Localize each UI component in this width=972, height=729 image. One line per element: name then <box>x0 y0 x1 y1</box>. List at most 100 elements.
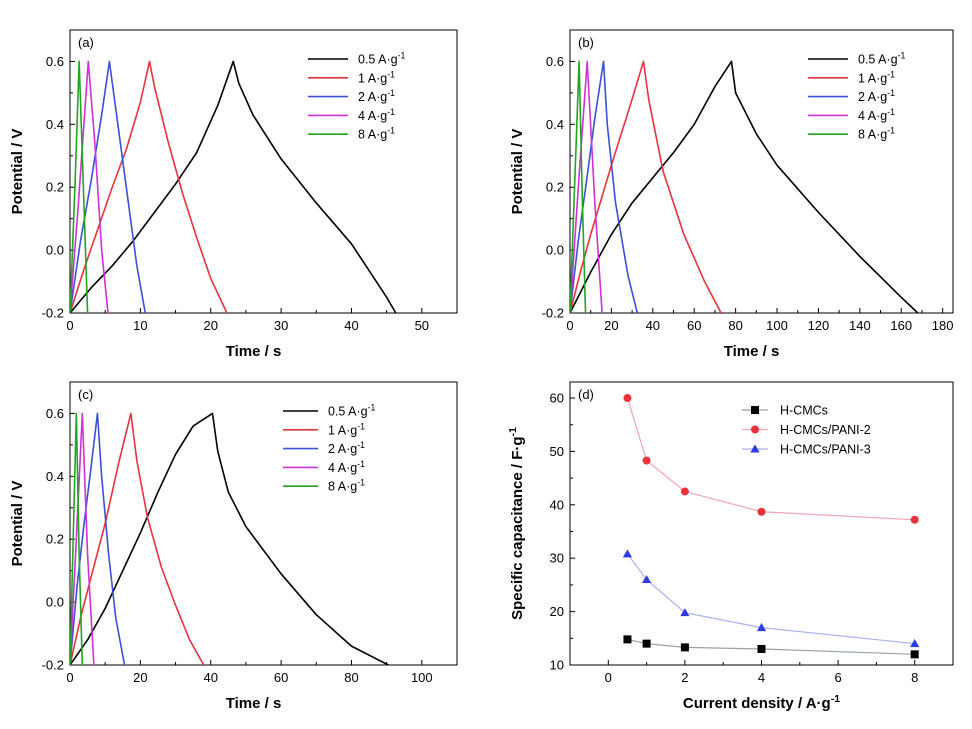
series-line-2 <box>570 60 639 313</box>
series-line-0 <box>70 412 389 665</box>
legend-label: 2 A·g-1 <box>358 88 395 104</box>
x-axis-title: Time / s <box>724 343 780 360</box>
y-tick-label: -0.2 <box>42 306 64 321</box>
x-tick-label: 40 <box>203 670 217 685</box>
x-tick-label: 50 <box>415 318 429 333</box>
data-point <box>623 635 632 644</box>
plot-frame <box>69 29 458 314</box>
legend-label: 4 A·g-1 <box>858 107 895 123</box>
legend-label: 8 A·g-1 <box>358 126 395 142</box>
series-line-0 <box>70 60 397 313</box>
chart-panel-b: 0 20 40 60 80 100 120 140 160 180 -0.2 0.0 0.2 0.4 0.6… <box>509 29 954 360</box>
x-tick-label: 160 <box>890 318 912 333</box>
y-tick-label: 0.0 <box>46 595 64 610</box>
plot-frame <box>569 381 954 666</box>
data-point <box>910 650 919 659</box>
x-tick-label: 20 <box>203 318 217 333</box>
legend-label: 8 A·g-1 <box>328 478 365 494</box>
data-point <box>757 644 766 653</box>
x-tick-label: 6 <box>834 670 841 685</box>
chart-panel-c: 0 20 40 60 80 100 -0.2 0.0 0.2 0.4 0.6 Time / s Pote… <box>9 381 458 712</box>
y-tick-label: 0.6 <box>46 54 64 69</box>
plot-frame <box>69 381 458 666</box>
data-point <box>680 643 689 652</box>
x-tick-label: 40 <box>344 318 358 333</box>
panel-label: (c) <box>78 387 93 402</box>
series-line-1 <box>70 60 228 313</box>
legend-label: 2 A·g-1 <box>328 440 365 456</box>
series-line-3 <box>570 60 603 313</box>
data-point <box>680 487 689 496</box>
y-axis-title: Specific capacitance / F·g-1 <box>507 427 526 620</box>
chart-panel-d: 0 2 4 6 8 10 20 30 40 50 60 Current density / A·g-1… <box>507 381 954 712</box>
y-axis-title: Potential / V <box>9 481 26 567</box>
legend: 0.5 A·g-1 1 A·g-1 2 A·g-1 4 A·g-1 8 A·g-1 <box>283 403 376 494</box>
x-tick-label: 8 <box>911 670 918 685</box>
y-tick-label: 0.4 <box>546 117 564 132</box>
data-point <box>680 608 690 617</box>
legend: H-CMCs H-CMCs/PANI-2 H-CMCs/PANI-3 <box>742 404 871 457</box>
series-line-1 <box>570 60 722 313</box>
y-tick-label: 50 <box>550 444 564 459</box>
y-axis-title: Potential / V <box>9 129 26 215</box>
data-point <box>757 507 766 516</box>
legend-label: 0.5 A·g-1 <box>858 51 906 67</box>
x-tick-label: 0 <box>66 318 73 333</box>
legend-label: H-CMCs <box>780 404 828 418</box>
y-tick-label: 20 <box>550 604 564 619</box>
y-tick-label: -0.2 <box>542 306 564 321</box>
series-line-1 <box>626 397 915 521</box>
x-tick-label: 2 <box>681 670 688 685</box>
x-tick-label: 0 <box>605 670 612 685</box>
legend-label: 4 A·g-1 <box>358 107 395 123</box>
y-tick-label: 60 <box>550 391 564 406</box>
y-tick-label: 0.6 <box>46 406 64 421</box>
legend: 0.5 A·g-1 1 A·g-1 2 A·g-1 4 A·g-1 8 A·g-1 <box>808 51 906 142</box>
series-line-0 <box>570 60 919 313</box>
y-tick-label: 0.2 <box>546 180 564 195</box>
x-tick-label: 140 <box>849 318 871 333</box>
panel-label: (d) <box>578 387 594 402</box>
x-tick-label: 40 <box>646 318 660 333</box>
x-tick-label: 4 <box>758 670 765 685</box>
x-tick-label: 20 <box>604 318 618 333</box>
x-tick-label: 10 <box>133 318 147 333</box>
data-point <box>910 639 920 648</box>
panel-label: (b) <box>578 35 594 50</box>
y-tick-label: 0.4 <box>46 469 64 484</box>
chart-panel-a: 0 10 20 30 40 50 -0.2 0.0 0.2 0.4 0.6 Time / s Poten… <box>9 29 458 360</box>
series-line-0 <box>627 638 915 655</box>
series-line-4 <box>570 60 587 313</box>
x-tick-label: 60 <box>687 318 701 333</box>
x-axis-title: Time / s <box>226 695 282 712</box>
legend-label: 1 A·g-1 <box>328 421 365 437</box>
data-point <box>623 394 632 403</box>
panel-label: (a) <box>78 35 94 50</box>
legend: 0.5 A·g-1 1 A·g-1 2 A·g-1 4 A·g-1 8 A·g-1 <box>308 51 406 142</box>
y-tick-label: 40 <box>550 497 564 512</box>
series-line-4 <box>70 412 84 665</box>
data-point <box>622 549 633 558</box>
x-tick-label: 20 <box>133 670 147 685</box>
legend-label: 4 A·g-1 <box>328 459 365 475</box>
y-tick-label: 0.2 <box>46 532 64 547</box>
y-tick-label: 30 <box>550 551 564 566</box>
legend-label: 2 A·g-1 <box>858 88 895 104</box>
legend-label: 0.5 A·g-1 <box>328 403 376 419</box>
x-tick-label: 80 <box>728 318 742 333</box>
series-line-4 <box>70 60 89 313</box>
data-point <box>642 456 651 465</box>
legend-label: 8 A·g-1 <box>858 126 895 142</box>
data-point <box>910 515 919 524</box>
legend-label: H-CMCs/PANI-2 <box>780 423 871 437</box>
x-tick-label: 60 <box>274 670 288 685</box>
legend-marker <box>751 406 759 414</box>
series-line-3 <box>70 412 95 665</box>
plot-frame <box>569 29 954 314</box>
y-tick-label: 0.2 <box>46 180 64 195</box>
y-tick-label: -0.2 <box>42 658 64 673</box>
series-line-2 <box>626 553 915 645</box>
x-tick-label: 30 <box>274 318 288 333</box>
x-tick-label: 80 <box>344 670 358 685</box>
